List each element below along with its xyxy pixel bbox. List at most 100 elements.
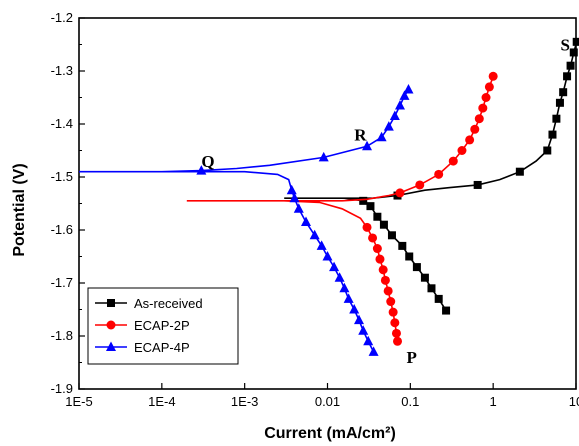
data-point xyxy=(383,286,393,296)
data-point xyxy=(106,320,116,330)
data-point xyxy=(569,48,578,57)
annotation-p: P xyxy=(407,348,417,367)
legend-items: As-received ECAP-2P ECAP-4P xyxy=(95,296,203,355)
data-point xyxy=(389,110,400,121)
x-tick-label: 1E-5 xyxy=(65,394,92,409)
y-axis-label: Potential (V) xyxy=(11,163,28,256)
data-point xyxy=(293,203,304,213)
data-point xyxy=(329,261,340,272)
data-point xyxy=(106,341,116,351)
data-point xyxy=(566,61,575,70)
series-as-received xyxy=(284,37,579,315)
data-point xyxy=(387,231,396,240)
data-point xyxy=(309,229,320,240)
annotation-r: R xyxy=(354,126,367,145)
data-point xyxy=(343,293,354,303)
data-point xyxy=(403,84,414,94)
y-tick-label: -1.7 xyxy=(51,275,73,290)
data-point xyxy=(474,114,484,124)
data-point xyxy=(395,188,405,198)
data-point xyxy=(415,180,425,190)
data-point xyxy=(484,82,494,92)
data-point xyxy=(563,72,572,81)
data-point xyxy=(318,151,329,162)
data-point xyxy=(334,272,345,282)
data-point xyxy=(394,99,405,110)
data-point xyxy=(457,146,467,155)
data-point xyxy=(515,167,524,176)
data-point xyxy=(465,135,475,145)
data-point xyxy=(363,335,374,346)
data-point xyxy=(398,241,407,250)
data-point xyxy=(427,284,436,293)
x-tick-label: 1E-4 xyxy=(148,394,175,409)
y-tick-label: -1.4 xyxy=(51,116,73,131)
series-ecap-4p xyxy=(79,84,414,356)
data-point xyxy=(559,88,568,97)
data-point xyxy=(442,306,451,315)
data-point xyxy=(386,297,396,307)
annotation-q: Q xyxy=(201,152,214,171)
series-line xyxy=(284,41,578,312)
data-point xyxy=(391,328,401,338)
data-point xyxy=(339,282,350,293)
y-tick-label: -1.6 xyxy=(51,222,73,237)
legend-label: ECAP-4P xyxy=(134,340,190,355)
data-point xyxy=(388,307,398,317)
legend-label: ECAP-2P xyxy=(134,318,190,333)
data-point xyxy=(383,121,394,131)
data-point xyxy=(196,165,207,175)
y-tick-label: -1.3 xyxy=(51,63,73,78)
data-point xyxy=(543,146,552,155)
data-point xyxy=(399,90,410,100)
data-point xyxy=(420,273,429,282)
data-point xyxy=(488,71,498,81)
data-point xyxy=(478,103,488,113)
series-line xyxy=(79,89,410,353)
data-point xyxy=(393,336,403,346)
data-point xyxy=(548,130,557,139)
x-tick-label: 0.1 xyxy=(401,394,419,409)
data-point xyxy=(372,244,382,254)
data-point xyxy=(390,318,400,328)
data-point xyxy=(362,140,373,151)
data-point xyxy=(366,202,375,211)
annotations: S R Q P xyxy=(201,36,570,368)
series-layer xyxy=(79,37,579,356)
data-point xyxy=(434,169,444,179)
data-point xyxy=(349,304,360,314)
data-point xyxy=(555,98,564,107)
data-point xyxy=(481,93,491,102)
data-point xyxy=(412,263,421,272)
data-point xyxy=(473,180,482,189)
data-point xyxy=(552,114,561,123)
axis-ticks: 1E-5 1E-4 1E-3 0.01 0.1 1 10 -1.2 -1.3 -1.4 -1.5 -1… xyxy=(51,10,579,409)
x-axis-label: Current (mA/cm²) xyxy=(264,425,396,442)
data-point xyxy=(378,265,388,275)
x-tick-label: 1 xyxy=(490,394,497,409)
data-point xyxy=(362,222,372,232)
data-point xyxy=(368,233,378,243)
data-point xyxy=(448,156,458,166)
data-point xyxy=(322,251,333,261)
series-ecap-2p xyxy=(186,71,498,346)
y-tick-label: -1.8 xyxy=(51,328,73,343)
data-point xyxy=(359,196,368,205)
data-point xyxy=(380,275,390,285)
data-point xyxy=(434,294,443,303)
data-point xyxy=(375,254,385,264)
data-point xyxy=(572,37,579,46)
data-point xyxy=(289,192,300,203)
data-point xyxy=(316,240,327,250)
x-tick-label: 10 xyxy=(569,394,579,409)
data-point xyxy=(300,216,311,227)
data-point xyxy=(373,212,382,221)
data-point xyxy=(107,299,115,307)
x-tick-label: 1E-3 xyxy=(231,394,258,409)
data-point xyxy=(286,184,297,195)
legend: As-received ECAP-2P ECAP-4P xyxy=(87,287,239,365)
y-tick-label: -1.5 xyxy=(51,169,73,184)
x-tick-label: 0.01 xyxy=(315,394,340,409)
data-point xyxy=(353,314,364,325)
data-point xyxy=(358,325,369,335)
